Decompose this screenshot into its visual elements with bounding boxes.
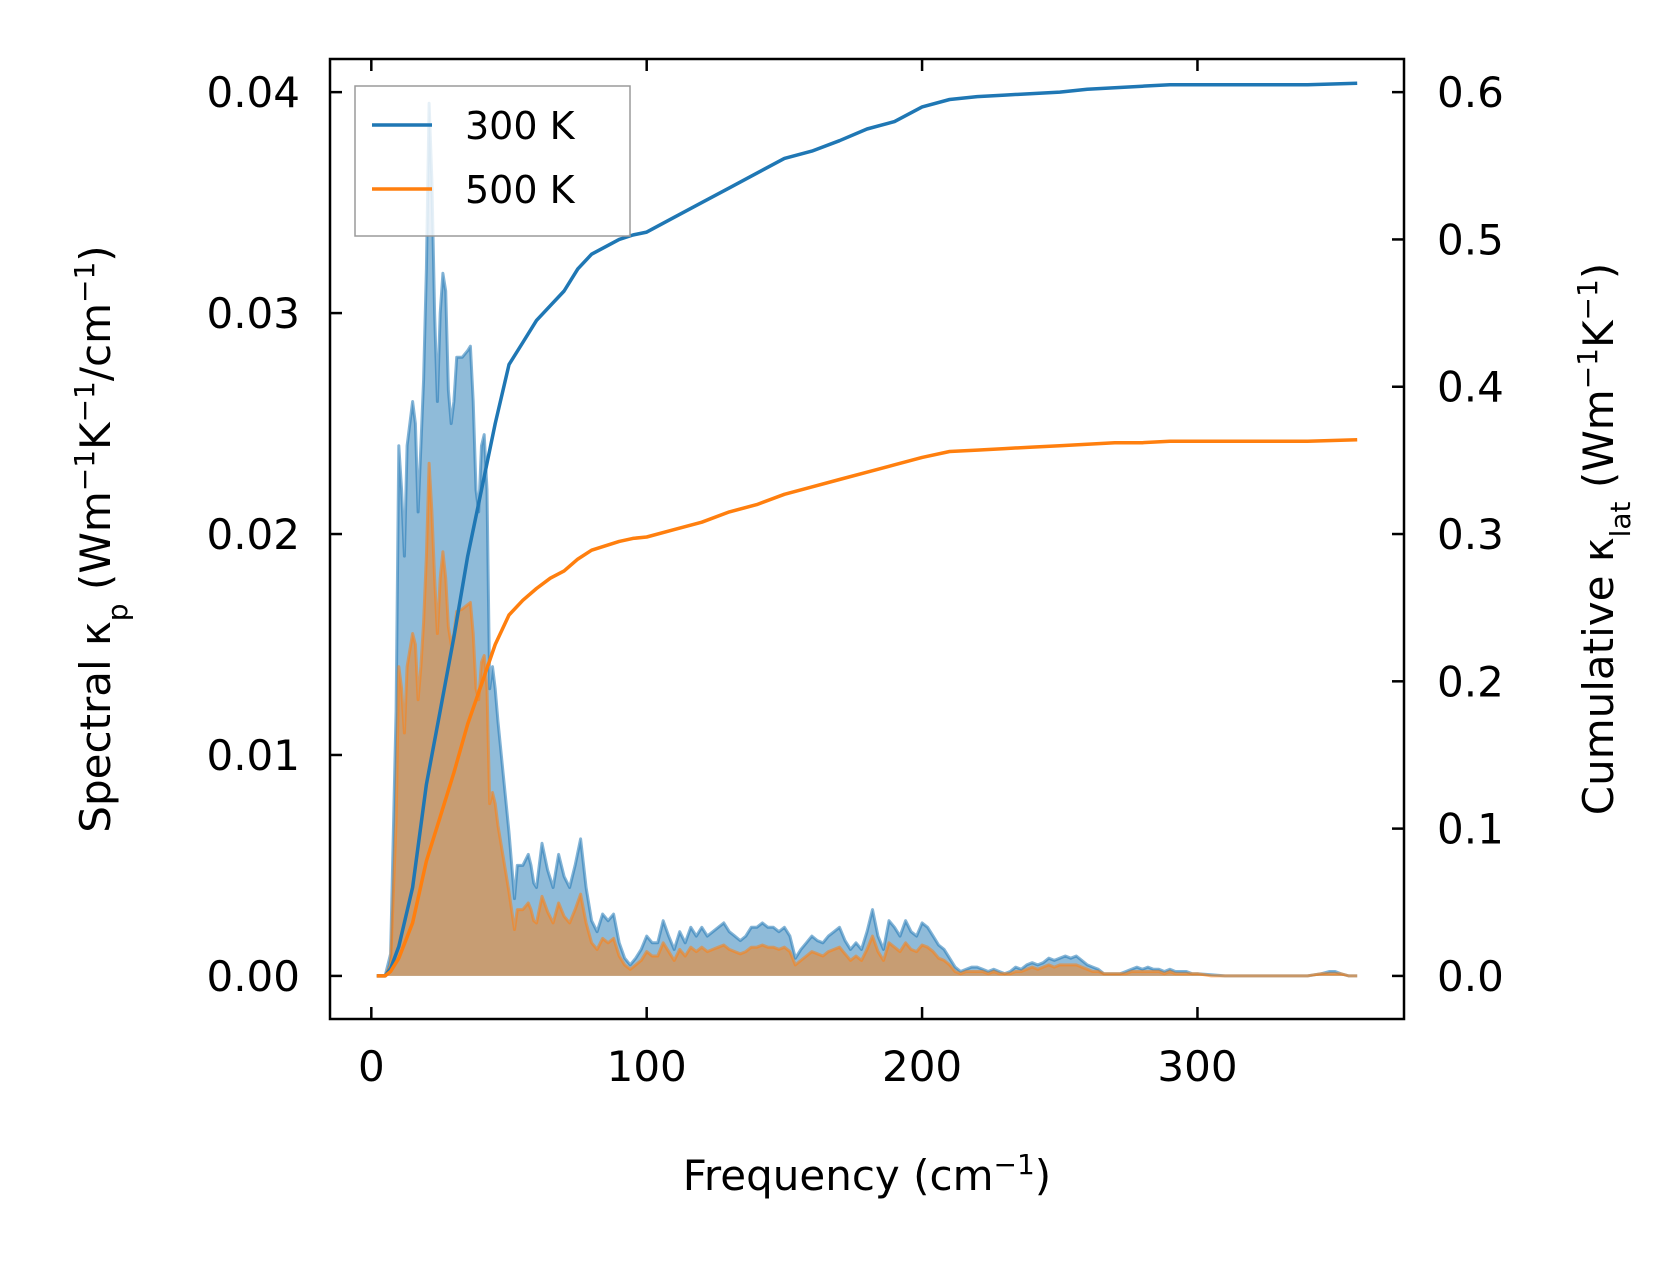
y-left-tick-label: 0.03 xyxy=(206,289,300,338)
legend-label-300k: 300 K xyxy=(465,104,576,148)
y-left-title-p2: (Wm xyxy=(71,491,120,603)
cumulative-line-layer xyxy=(376,81,1358,978)
spectral-edge-300k xyxy=(376,101,1358,978)
y-right-title-p4: ) xyxy=(1574,263,1623,279)
y-left-title-sup1: −1 xyxy=(68,450,101,491)
x-axis-title: Frequency (cm−1) xyxy=(683,1148,1051,1201)
y-right-tick-label: 0.2 xyxy=(1437,657,1504,706)
legend-label-500k: 500 K xyxy=(465,168,576,212)
legend: 300 K 500 K xyxy=(354,85,631,237)
y-right-tick-label: 0.6 xyxy=(1437,68,1504,117)
cumulative-line-500k xyxy=(376,438,1358,978)
y-left-tick-label: 0.02 xyxy=(206,510,300,559)
y-left-title-sup3: −1 xyxy=(68,262,101,303)
y-left-title-sub: p xyxy=(101,603,134,621)
y-left-tick-label: 0.04 xyxy=(206,68,300,117)
x-tick-label: 200 xyxy=(882,1042,962,1091)
y-right-title-sup2: −1 xyxy=(1571,279,1604,320)
y-left-tick-label: 0.01 xyxy=(206,731,300,780)
y-right-title-sup1: −1 xyxy=(1571,348,1604,389)
x-axis-title-main: Frequency (cm xyxy=(683,1151,994,1200)
y-left-title-p3: K xyxy=(71,421,120,450)
y-left-title-p5: ) xyxy=(71,245,120,261)
x-axis-title-end: ) xyxy=(1035,1151,1051,1200)
tick-layer: 0 100 200 300 0.00 0.01 0.02 0.03 0.04 0.0 0.1 0.2 0… xyxy=(206,59,1504,1091)
x-tick-label: 100 xyxy=(607,1042,687,1091)
y-left-title-p4: /cm xyxy=(71,303,120,381)
y-left-title-p1: Spectral κ xyxy=(71,621,120,833)
legend-box xyxy=(354,85,631,237)
y-right-tick-label: 0.5 xyxy=(1437,215,1504,264)
x-axis-title-sup: −1 xyxy=(994,1148,1035,1181)
x-tick-label: 300 xyxy=(1157,1042,1237,1091)
y-left-title-sup2: −1 xyxy=(68,381,101,422)
y-left-tick-label: 0.00 xyxy=(206,952,300,1001)
y-right-tick-label: 0.1 xyxy=(1437,805,1504,854)
y-right-tick-label: 0.3 xyxy=(1437,510,1504,559)
y-right-title-p1: Cumulative κ xyxy=(1574,537,1623,815)
y-right-title-sub: lat xyxy=(1604,501,1637,537)
x-tick-label: 0 xyxy=(358,1042,385,1091)
y-axis-left-title: Spectral κp (Wm−1K−1/cm−1) xyxy=(68,245,134,832)
spectral-area-500k xyxy=(376,463,1358,976)
y-right-title-p2: (Wm xyxy=(1574,389,1623,501)
y-right-tick-label: 0.0 xyxy=(1437,952,1504,1001)
cumulative-line-300k xyxy=(376,81,1358,978)
y-axis-right-title: Cumulative κlat (Wm−1K−1) xyxy=(1571,263,1637,815)
y-right-tick-label: 0.4 xyxy=(1437,363,1504,412)
plot-frame xyxy=(328,57,1406,1021)
y-right-title-p3: K xyxy=(1574,319,1623,348)
